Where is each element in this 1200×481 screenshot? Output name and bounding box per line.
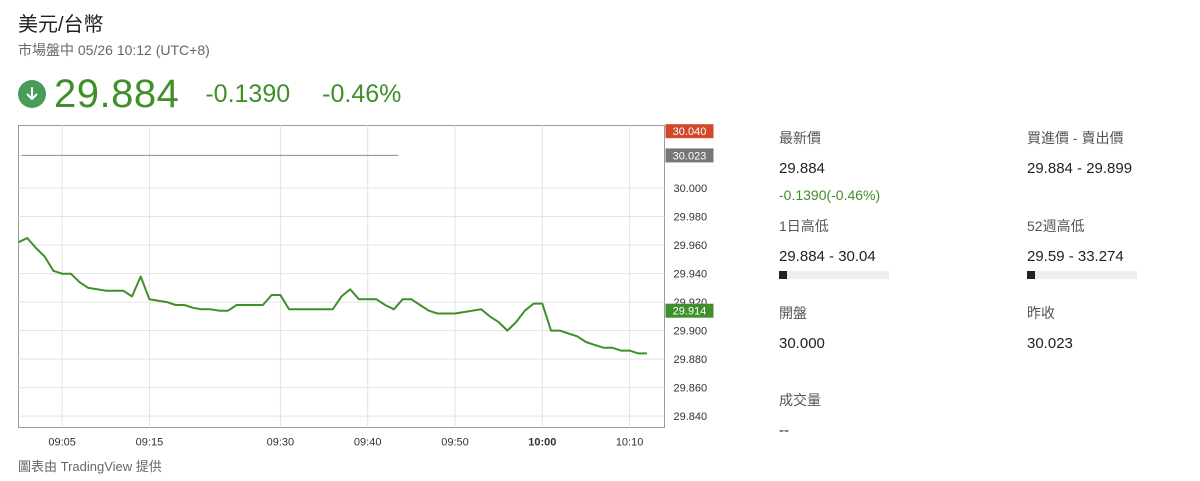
price-tag-box: [665, 148, 714, 163]
price-series-line: [18, 237, 647, 355]
x-tick-label: 09:40: [354, 437, 382, 449]
stat-prev-close: 昨收 30.023: [1027, 303, 1073, 352]
price-change-percent: -0.46%: [322, 79, 402, 108]
stat-last-label: 最新價: [779, 130, 821, 146]
stat-bid-ask-value: 29.884 - 29.899: [1027, 160, 1133, 177]
y-tick-label: 29.840: [674, 411, 708, 423]
x-tick-label: 09:05: [48, 437, 76, 449]
y-tick-label: 29.860: [674, 383, 708, 395]
stat-volume: 成交量 --: [779, 390, 821, 439]
stat-52w-range: 52週高低 29.59 - 33.274: [1027, 216, 1137, 279]
arrow-down-icon: [18, 80, 46, 108]
intraday-chart[interactable]: 30.000 29.980 29.960 29.940 29.920 29.900 29.8…: [18, 124, 718, 459]
stat-day-range: 1日高低 29.884 - 30.04: [779, 216, 889, 279]
stat-bid-ask-label: 買進價 - 賣出價: [1027, 130, 1124, 146]
market-status: 市場盤中 05/26 10:12 (UTC+8): [18, 42, 210, 58]
stat-open-label: 開盤: [779, 305, 807, 321]
y-tick-label: 29.900: [674, 326, 708, 338]
stat-prev-close-label: 昨收: [1027, 305, 1055, 321]
day-range-bar: [779, 271, 889, 279]
price-tag-box: [665, 303, 714, 318]
stat-day-range-value: 29.884 - 30.04: [779, 248, 876, 265]
x-tick-label: 09:30: [267, 437, 295, 449]
y-tick-label: 29.960: [674, 240, 708, 252]
price-tag-label: 30.023: [673, 150, 707, 162]
price-row: 29.884 -0.1390 -0.46%: [18, 72, 433, 116]
price-tag-box: [665, 124, 714, 139]
stat-prev-close-value: 30.023: [1027, 335, 1073, 352]
stat-volume-value: --: [779, 422, 789, 439]
day-range-marker: [779, 271, 787, 279]
y-tick-label: 30.000: [674, 183, 708, 195]
y-tick-label: 29.940: [674, 269, 708, 281]
y-tick-label: 29.980: [674, 212, 708, 224]
stat-day-range-label: 1日高低: [779, 218, 829, 234]
price-tag-label: 29.914: [673, 306, 707, 318]
x-tick-label: 10:00: [528, 437, 556, 449]
chart-svg: 30.00029.98029.96029.94029.92029.90029.8…: [18, 124, 714, 449]
price-change: -0.1390: [205, 79, 291, 108]
last-price: 29.884: [54, 71, 180, 116]
y-tick-label: 29.880: [674, 354, 708, 366]
plot-frame: [18, 125, 665, 428]
x-tick-label: 10:10: [616, 437, 644, 449]
x-tick-label: 09:50: [441, 437, 469, 449]
week52-range-marker: [1027, 271, 1035, 279]
chart-credit[interactable]: 圖表由 TradingView 提供: [18, 459, 162, 474]
stat-last-change: -0.1390(-0.46%): [779, 187, 881, 203]
stat-last: 最新價 29.884 -0.1390(-0.46%): [779, 128, 880, 203]
price-tag-label: 30.040: [673, 126, 707, 138]
stat-last-value: 29.884: [779, 160, 825, 177]
stat-52w-range-label: 52週高低: [1027, 218, 1085, 234]
stat-open-value: 30.000: [779, 335, 825, 352]
x-tick-label: 09:15: [136, 437, 164, 449]
stat-bid-ask: 買進價 - 賣出價 29.884 - 29.899: [1027, 128, 1132, 177]
stat-volume-label: 成交量: [779, 392, 821, 408]
page-title: 美元/台幣: [18, 14, 104, 36]
week52-range-bar: [1027, 271, 1137, 279]
stat-open: 開盤 30.000: [779, 303, 825, 352]
stat-52w-range-value: 29.59 - 33.274: [1027, 248, 1124, 265]
